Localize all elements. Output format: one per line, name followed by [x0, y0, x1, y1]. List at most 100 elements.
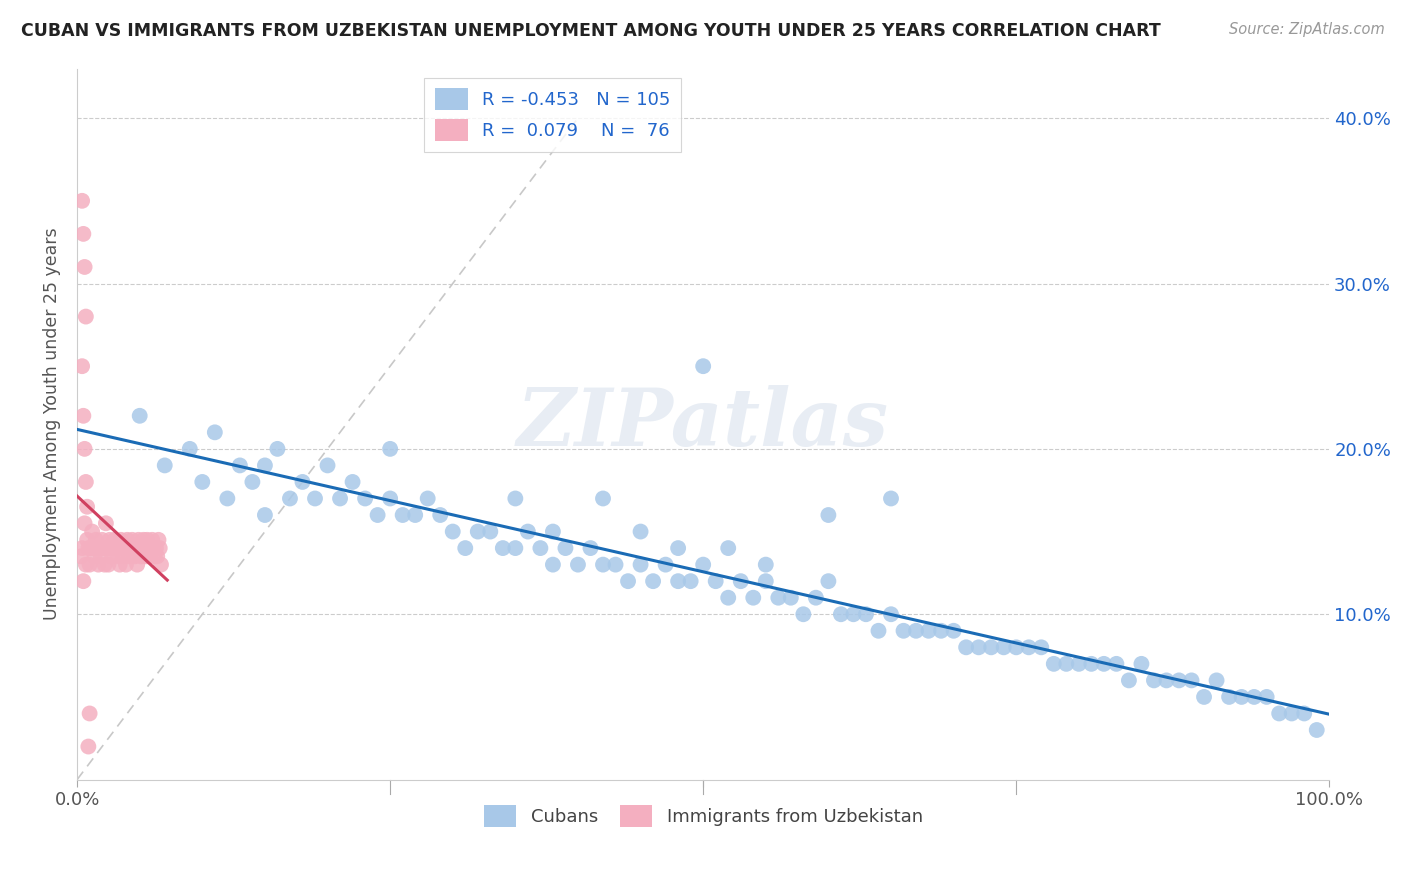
Point — [145, 541, 167, 555]
Point — [529, 541, 551, 555]
Point — [654, 558, 676, 572]
Point — [1031, 640, 1053, 655]
Point — [134, 541, 156, 555]
Point — [755, 558, 778, 572]
Point — [118, 549, 141, 564]
Point — [115, 558, 138, 572]
Point — [75, 475, 97, 489]
Point — [1256, 690, 1278, 704]
Point — [76, 500, 98, 514]
Point — [77, 541, 100, 555]
Point — [1130, 657, 1153, 671]
Point — [1168, 673, 1191, 688]
Point — [967, 640, 990, 655]
Point — [131, 541, 153, 555]
Point — [179, 442, 201, 456]
Point — [72, 227, 94, 241]
Point — [148, 533, 170, 547]
Point — [479, 524, 502, 539]
Point — [146, 549, 169, 564]
Point — [378, 491, 401, 506]
Point — [755, 574, 778, 589]
Point — [136, 533, 159, 547]
Point — [127, 558, 149, 572]
Point — [107, 541, 129, 555]
Point — [204, 425, 226, 440]
Point — [467, 524, 489, 539]
Point — [77, 739, 100, 754]
Point — [817, 508, 839, 522]
Point — [117, 541, 139, 555]
Point — [768, 591, 790, 605]
Point — [104, 533, 127, 547]
Point — [342, 475, 364, 489]
Point — [149, 541, 172, 555]
Point — [75, 558, 97, 572]
Point — [993, 640, 1015, 655]
Point — [242, 475, 264, 489]
Point — [100, 541, 122, 555]
Point — [111, 541, 134, 555]
Point — [304, 491, 326, 506]
Point — [153, 458, 176, 473]
Point — [229, 458, 252, 473]
Point — [138, 541, 160, 555]
Point — [692, 359, 714, 374]
Point — [817, 574, 839, 589]
Point — [541, 558, 564, 572]
Point — [1218, 690, 1240, 704]
Point — [266, 442, 288, 456]
Point — [83, 549, 105, 564]
Point — [1080, 657, 1102, 671]
Point — [929, 624, 952, 638]
Point — [141, 533, 163, 547]
Point — [605, 558, 627, 572]
Point — [316, 458, 339, 473]
Point — [917, 624, 939, 638]
Point — [505, 541, 527, 555]
Point — [80, 541, 103, 555]
Point — [70, 194, 93, 208]
Point — [96, 541, 118, 555]
Point — [905, 624, 928, 638]
Point — [730, 574, 752, 589]
Point — [93, 541, 115, 555]
Point — [592, 558, 614, 572]
Point — [704, 574, 727, 589]
Point — [191, 475, 214, 489]
Point — [115, 533, 138, 547]
Point — [124, 549, 146, 564]
Point — [73, 516, 96, 531]
Point — [98, 533, 121, 547]
Point — [842, 607, 865, 622]
Point — [1306, 723, 1329, 737]
Point — [567, 558, 589, 572]
Point — [73, 260, 96, 274]
Point — [125, 541, 148, 555]
Point — [367, 508, 389, 522]
Point — [404, 508, 426, 522]
Point — [880, 491, 903, 506]
Point — [1118, 673, 1140, 688]
Point — [70, 549, 93, 564]
Point — [830, 607, 852, 622]
Point — [139, 541, 162, 555]
Point — [110, 533, 132, 547]
Point — [253, 458, 276, 473]
Point — [505, 491, 527, 506]
Text: Source: ZipAtlas.com: Source: ZipAtlas.com — [1229, 22, 1385, 37]
Point — [804, 591, 827, 605]
Point — [217, 491, 239, 506]
Point — [73, 442, 96, 456]
Point — [97, 558, 120, 572]
Point — [122, 541, 145, 555]
Point — [679, 574, 702, 589]
Point — [1156, 673, 1178, 688]
Point — [880, 607, 903, 622]
Point — [792, 607, 814, 622]
Point — [955, 640, 977, 655]
Point — [1042, 657, 1064, 671]
Point — [630, 524, 652, 539]
Point — [104, 541, 127, 555]
Point — [980, 640, 1002, 655]
